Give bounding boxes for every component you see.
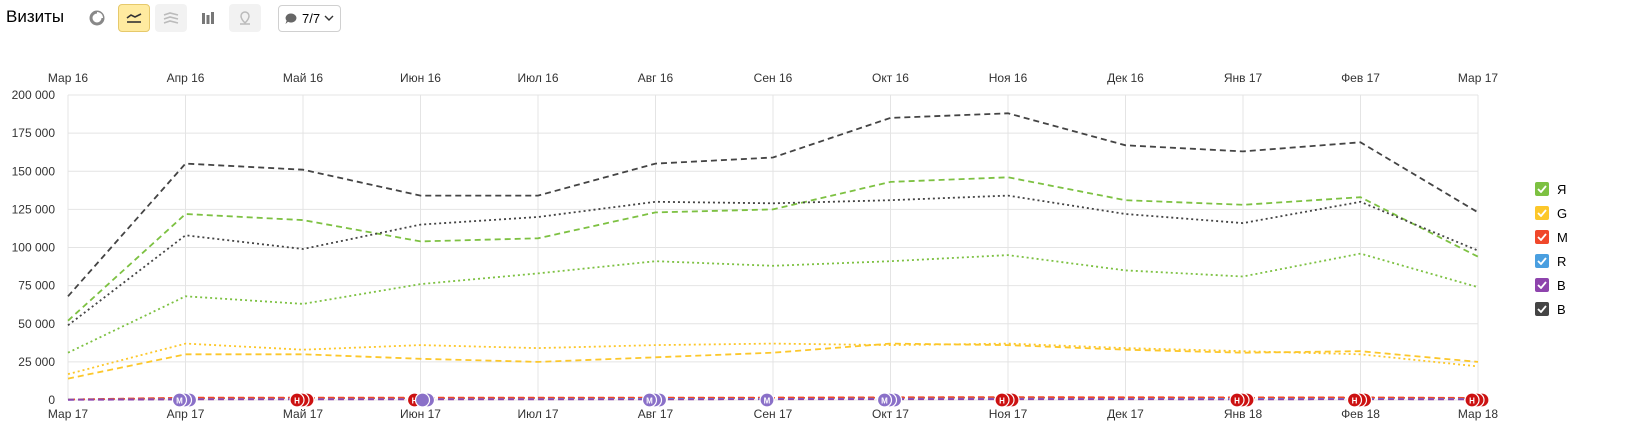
x-tick-label: Июл 17 [517, 407, 558, 421]
legend-label: M [1557, 229, 1568, 245]
comment-icon [285, 13, 297, 24]
comments-dropdown[interactable]: 7/7 [278, 5, 341, 32]
chart-header: Визиты [0, 0, 1646, 40]
top-x-tick-label: Июл 16 [517, 71, 558, 85]
chart-title: Визиты [6, 7, 65, 26]
comments-count: 7/7 [302, 11, 321, 26]
y-tick-label: 25 000 [18, 355, 55, 369]
line-chart: Мар 16 Апр 16 Май 16 Июн 16 Июл 16 Авг 16 Сен … [12, 71, 1499, 421]
x-tick-label: Авг 17 [638, 407, 674, 421]
bar-chart-button[interactable] [192, 4, 224, 32]
top-x-axis: Мар 16 Апр 16 Май 16 Июн 16 Июл 16 Авг 16 Сен … [48, 71, 1498, 85]
event-marker-label: Н [412, 397, 418, 406]
event-marker [641, 392, 658, 408]
line-chart-button[interactable] [118, 4, 150, 32]
top-x-tick-label: Апр 16 [167, 71, 205, 85]
y-axis: 0 25 000 50 000 75 000 100 000 125 000 150 000… [12, 88, 56, 407]
series-line [67, 112, 1479, 297]
top-x-tick-label: Мар 16 [48, 71, 88, 85]
y-tick-label: 50 000 [18, 317, 55, 331]
checkbox-checked-icon[interactable] [1535, 278, 1549, 292]
legend-label: В [1557, 301, 1566, 317]
event-marker [171, 392, 188, 408]
line-chart-icon [126, 13, 142, 23]
x-tick-label: Окт 17 [872, 407, 909, 421]
x-tick-label: Мар 18 [1458, 407, 1498, 421]
checkbox-checked-icon[interactable] [1535, 182, 1549, 196]
legend-item[interactable]: В [1535, 300, 1646, 318]
x-tick-label: Ноя 17 [989, 407, 1028, 421]
top-x-tick-label: Окт 16 [872, 71, 909, 85]
event-marker [1464, 392, 1480, 408]
y-tick-label: 75 000 [18, 279, 55, 293]
checkbox-checked-icon[interactable] [1535, 206, 1549, 220]
top-x-tick-label: Ноя 16 [989, 71, 1028, 85]
event-marker [289, 392, 305, 408]
legend-label: R [1557, 253, 1567, 269]
event-marker [1229, 392, 1245, 408]
bar-chart-icon [202, 12, 214, 24]
legend-label: Я [1557, 181, 1567, 197]
x-tick-label: Июн 17 [400, 407, 441, 421]
top-x-tick-label: Авг 16 [638, 71, 674, 85]
series-line [67, 176, 1479, 322]
pie-chart-icon [89, 10, 105, 26]
y-tick-label: 100 000 [12, 241, 56, 255]
top-x-tick-label: Янв 17 [1224, 71, 1263, 85]
event-marker-label: М [646, 397, 653, 406]
event-marker [876, 392, 893, 408]
y-tick-label: 150 000 [12, 164, 56, 178]
area-chart-button[interactable] [155, 4, 187, 32]
event-marker [994, 392, 1010, 408]
legend-item[interactable]: G [1535, 204, 1646, 222]
chart-grid [67, 94, 1479, 401]
checkbox-checked-icon[interactable] [1535, 302, 1549, 316]
event-marker-label: М [176, 397, 183, 406]
pie-chart-button[interactable] [81, 4, 113, 32]
legend-item[interactable]: B [1535, 276, 1646, 294]
legend-label: B [1557, 277, 1566, 293]
checkbox-checked-icon[interactable] [1535, 254, 1549, 268]
y-tick-label: 175 000 [12, 126, 56, 140]
x-tick-label: Фев 18 [1341, 407, 1380, 421]
top-x-tick-label: Мар 17 [1458, 71, 1498, 85]
event-marker [1346, 392, 1363, 408]
event-marker-label: Н [1234, 397, 1240, 406]
event-marker-label: М [764, 397, 771, 406]
map-icon [240, 11, 250, 25]
y-tick-label: 125 000 [12, 202, 56, 216]
top-x-tick-label: Июн 16 [400, 71, 441, 85]
event-marker [759, 392, 775, 408]
x-tick-label: Мар 17 [48, 407, 88, 421]
top-x-tick-label: Дек 16 [1107, 71, 1144, 85]
event-marker-label: Н [294, 397, 300, 406]
legend-label: G [1557, 205, 1568, 221]
bottom-x-axis: Мар 17 Апр 17 Май 17 Июн 17 Июл 17 Авг 17 Сен … [48, 407, 1498, 421]
event-marker-label: Н [1469, 397, 1475, 406]
event-marker-label: М [881, 397, 888, 406]
x-tick-label: Апр 17 [167, 407, 205, 421]
legend-item[interactable]: Я [1535, 180, 1646, 198]
top-x-tick-label: Сен 16 [754, 71, 793, 85]
x-tick-label: Дек 17 [1107, 407, 1144, 421]
legend-item[interactable]: R [1535, 252, 1646, 270]
top-x-tick-label: Фев 17 [1341, 71, 1380, 85]
y-tick-label: 0 [48, 393, 55, 407]
x-tick-label: Янв 18 [1224, 407, 1263, 421]
event-marker-label: Н [1352, 397, 1358, 406]
event-marker [414, 392, 431, 408]
top-x-tick-label: Май 16 [283, 71, 324, 85]
checkbox-checked-icon[interactable] [1535, 230, 1549, 244]
map-button[interactable] [229, 4, 261, 32]
event-marker-label: Н [999, 397, 1005, 406]
y-tick-label: 200 000 [12, 88, 56, 102]
area-chart-icon [163, 12, 179, 24]
x-tick-label: Сен 17 [754, 407, 793, 421]
chevron-down-icon [324, 15, 334, 21]
legend-item[interactable]: M [1535, 228, 1646, 246]
x-tick-label: Май 17 [283, 407, 324, 421]
